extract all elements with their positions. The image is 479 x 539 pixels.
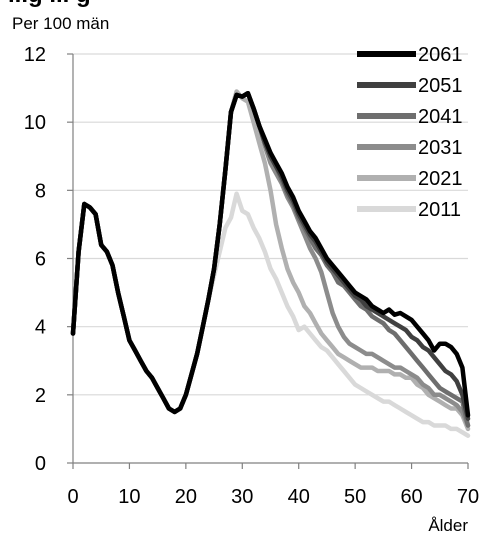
x-tick-labels: 0 10 20 30 40 50 60 70 <box>67 486 479 508</box>
y-tick-label: 2 <box>35 385 46 407</box>
y-tick-label: 12 <box>24 44 46 66</box>
x-tick-label: 30 <box>231 486 253 508</box>
y-tick-label: 4 <box>35 317 46 339</box>
legend-label-2051: 2051 <box>418 75 463 97</box>
x-axis-label: Ålder <box>428 516 468 535</box>
y-tick-labels: 0 2 4 6 8 10 12 <box>24 44 46 475</box>
axes <box>67 53 469 469</box>
series-lines <box>70 89 471 438</box>
x-tick-label: 0 <box>67 486 78 508</box>
legend-label-2031: 2031 <box>418 137 463 159</box>
series-line-2021 <box>70 89 471 432</box>
legend: 2061 2051 2041 2031 2021 2011 <box>357 44 463 221</box>
y-tick-label: 0 <box>35 453 46 475</box>
x-tick-label: 70 <box>457 486 479 508</box>
legend-label-2011: 2011 <box>418 199 461 221</box>
x-tick-label: 10 <box>118 486 140 508</box>
y-tick-label: 10 <box>24 112 46 134</box>
series-line-2051 <box>70 90 471 421</box>
legend-label-2061: 2061 <box>418 44 463 66</box>
x-tick-label: 50 <box>344 486 366 508</box>
x-tick-label: 20 <box>175 486 197 508</box>
y-axis-label: Per 100 män <box>12 14 109 33</box>
gridlines <box>73 53 468 396</box>
y-tick-label: 8 <box>35 180 46 202</box>
legend-label-2041: 2041 <box>418 106 463 128</box>
x-tick-label: 60 <box>400 486 422 508</box>
y-tick-label: 6 <box>35 249 46 271</box>
series-line-2011 <box>70 191 471 438</box>
x-tick-label: 40 <box>288 486 310 508</box>
chart-title: ...g ... g <box>8 0 91 8</box>
series-line-2061 <box>70 90 471 418</box>
legend-label-2021: 2021 <box>418 168 463 190</box>
